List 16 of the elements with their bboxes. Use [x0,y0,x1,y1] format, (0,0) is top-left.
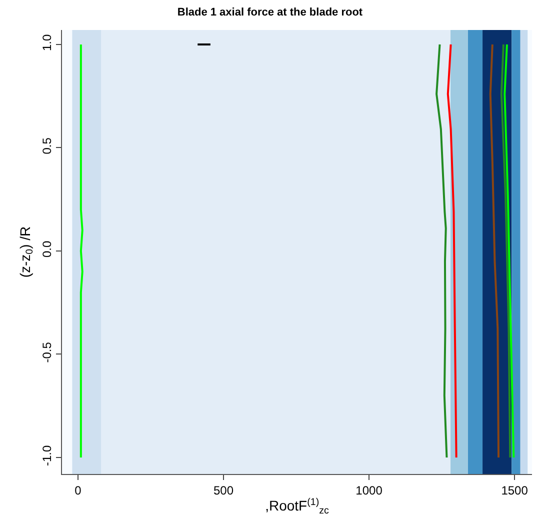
x-tick-label: 1000 [356,483,383,498]
line-series [489,43,500,458]
line-series [504,43,515,458]
y-tick-label: 1.0 [40,34,54,52]
line-series [500,43,512,458]
line-series [80,43,84,458]
x-tick-label: 1500 [501,483,528,498]
y-tick-label: 0.5 [40,137,54,154]
line-series [446,43,458,458]
y-tick-label: -0.5 [40,342,54,363]
y-tick-label: 0.0 [40,240,54,258]
x-tick-label: 0 [74,483,82,498]
x-tick-label: 500 [214,483,234,498]
y-tick-label: -1.0 [40,445,54,466]
line-series [436,43,448,458]
chart-title: Blade 1 axial force at the blade root [177,6,363,18]
